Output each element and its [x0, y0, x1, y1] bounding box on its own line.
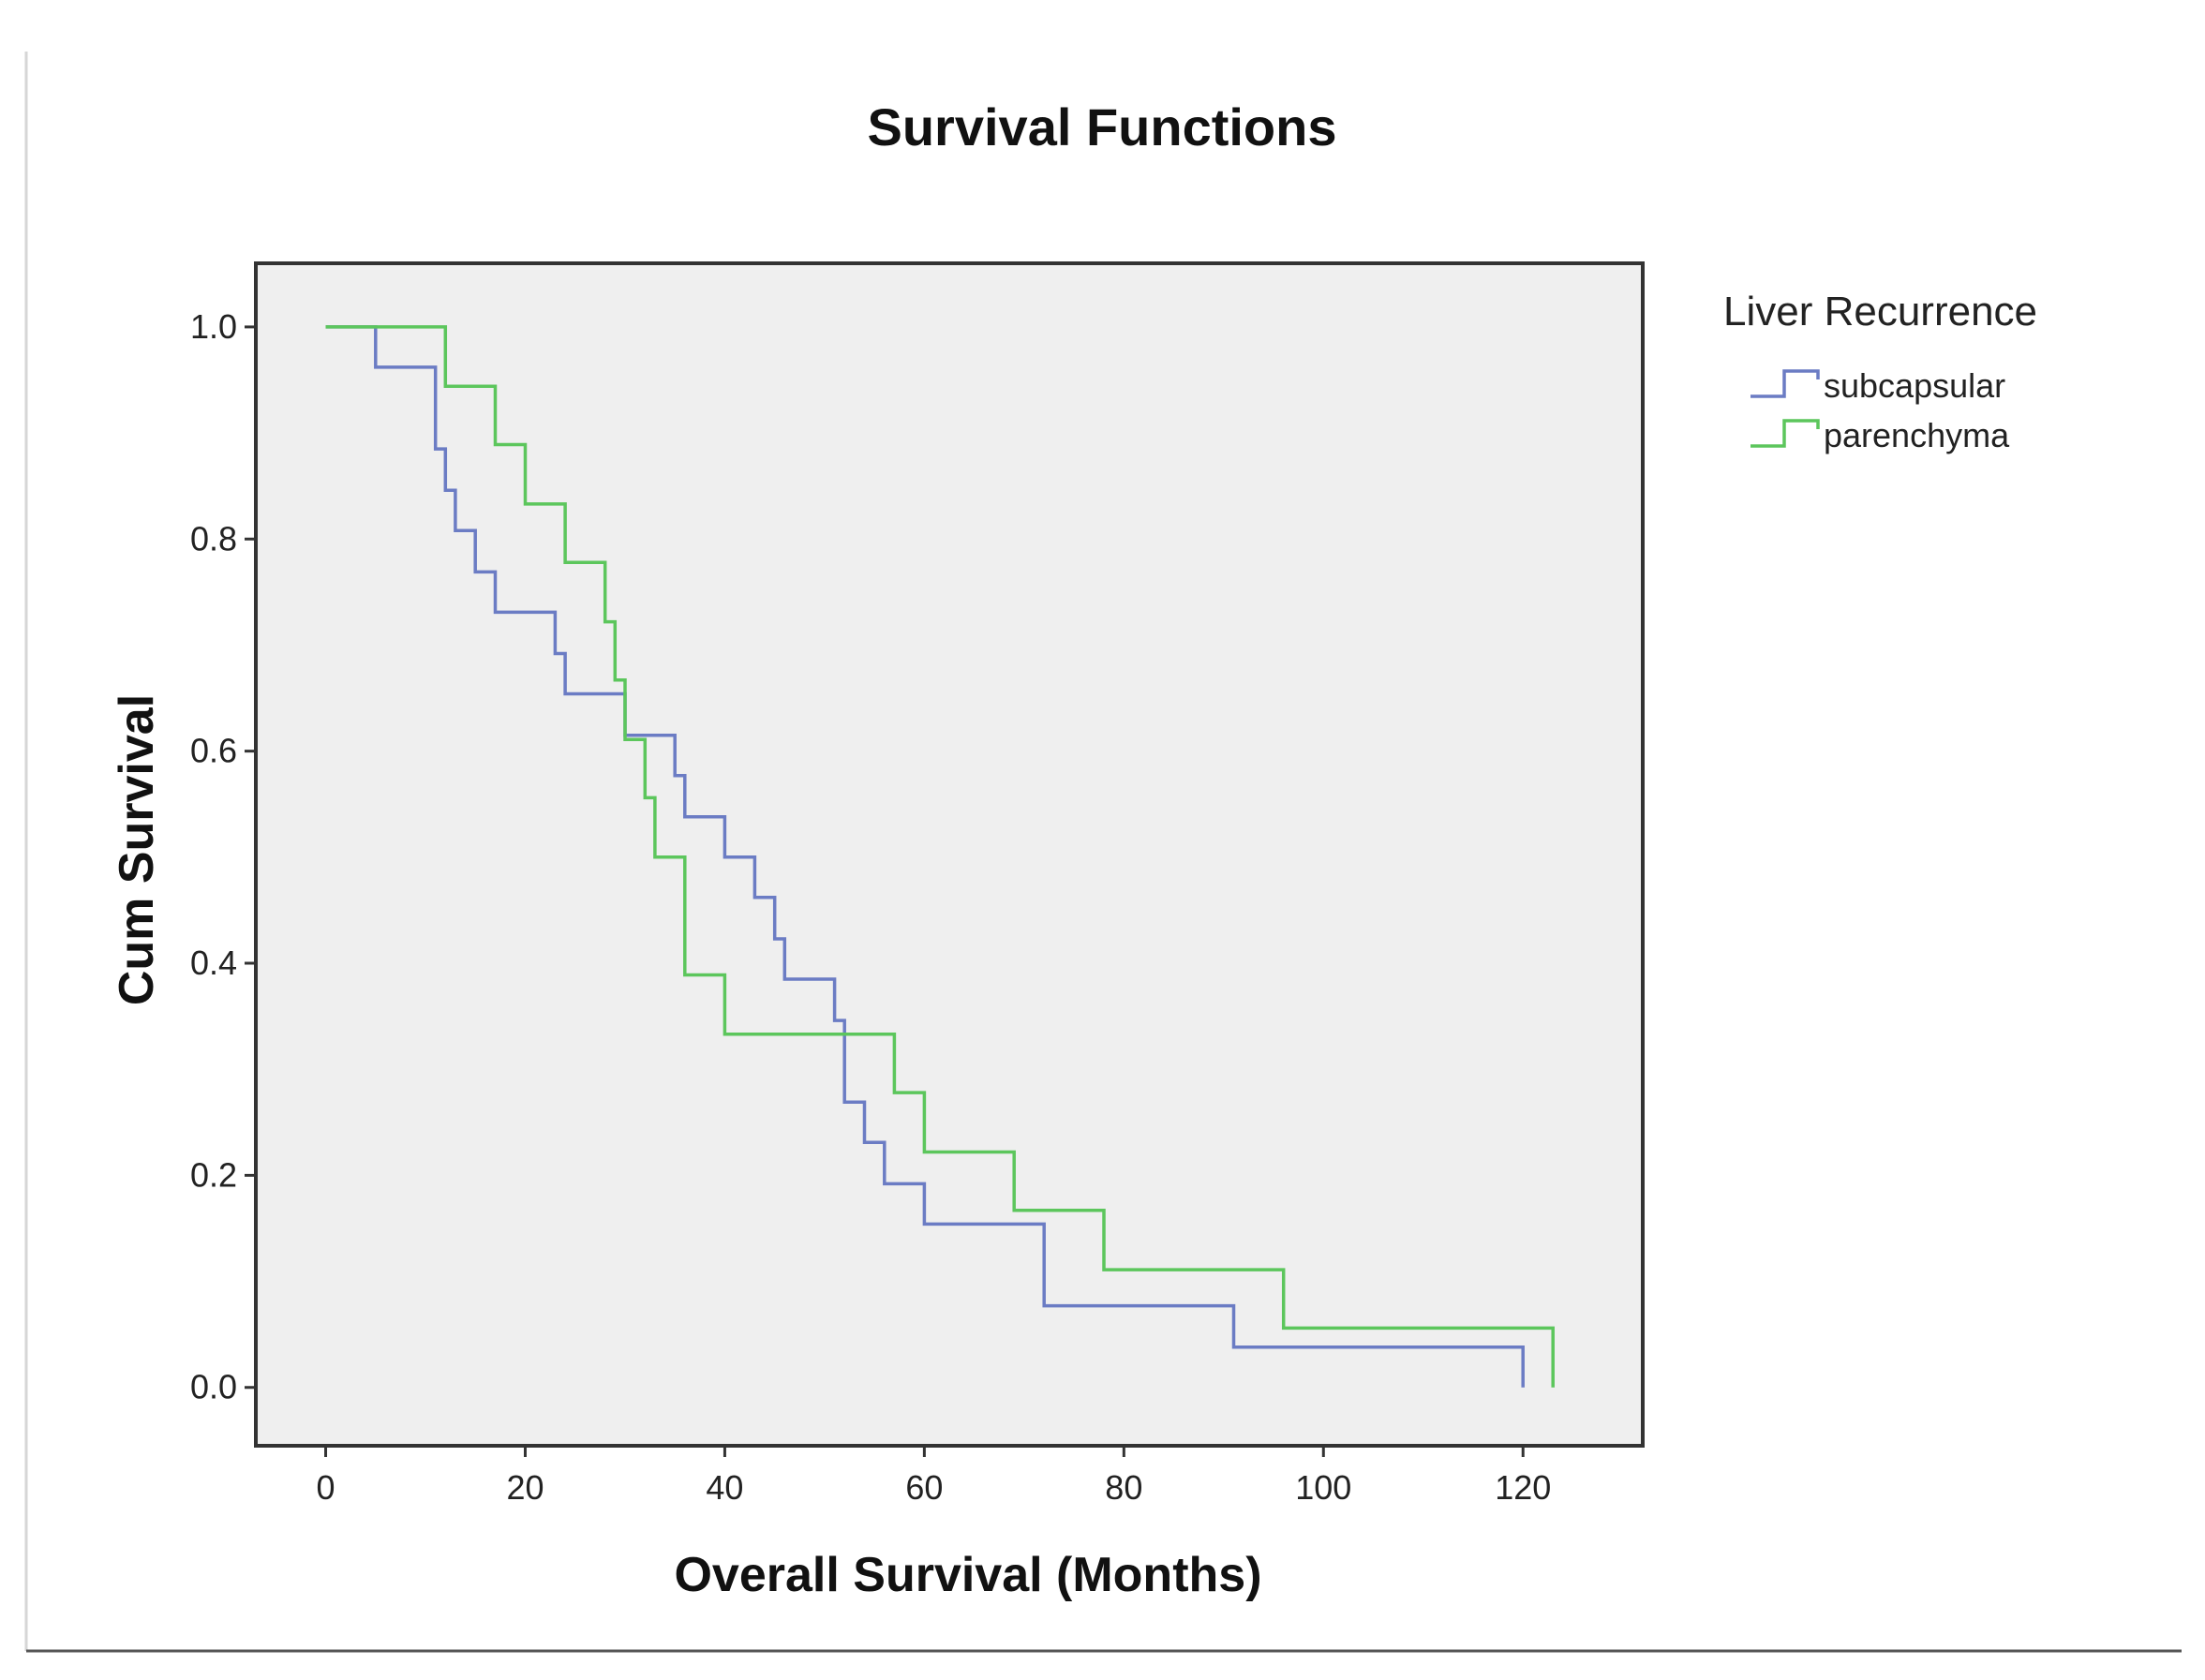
chart-title: Survival Functions: [868, 97, 1337, 156]
y-tick-label: 1.0: [190, 307, 237, 346]
y-axis-ticks: 0.0 0.2 0.4 0.6 0.8 1.0: [190, 307, 256, 1406]
series-layer: [325, 325, 1555, 1388]
x-tick-label: 80: [1105, 1468, 1142, 1507]
y-tick-label: 0.4: [190, 944, 237, 982]
legend: Liver Recurrence subcapsular parenchyma: [1723, 289, 2037, 454]
legend-swatch-subcapsular: [1751, 369, 1820, 398]
plot-area: [254, 261, 1645, 1448]
legend-label: subcapsular: [1824, 366, 2005, 405]
legend-item-parenchyma: parenchyma: [1751, 416, 2010, 454]
y-tick-label: 0.0: [190, 1368, 237, 1406]
x-tick-label: 40: [706, 1468, 743, 1507]
y-tick-label: 0.6: [190, 732, 237, 770]
x-tick-label: 0: [317, 1468, 335, 1507]
legend-item-subcapsular: subcapsular: [1751, 366, 2005, 405]
legend-label: parenchyma: [1824, 416, 2010, 454]
x-tick-label: 100: [1295, 1468, 1351, 1507]
x-tick-label: 60: [905, 1468, 943, 1507]
legend-swatch-parenchyma: [1751, 419, 1820, 448]
y-tick-label: 0.8: [190, 519, 237, 558]
legend-title: Liver Recurrence: [1723, 289, 2037, 335]
y-tick-label: 0.2: [190, 1155, 237, 1194]
series-line-subcapsular: [325, 325, 1525, 1388]
y-axis-label: Cum Survival: [110, 694, 164, 1005]
x-axis-label: Overall Survival (Months): [674, 1548, 1261, 1602]
x-tick-label: 20: [506, 1468, 544, 1507]
x-axis-ticks: 0 20 40 60 80 100 120: [317, 1446, 1551, 1507]
x-tick-label: 120: [1495, 1468, 1551, 1507]
series-line-parenchyma: [325, 325, 1555, 1388]
